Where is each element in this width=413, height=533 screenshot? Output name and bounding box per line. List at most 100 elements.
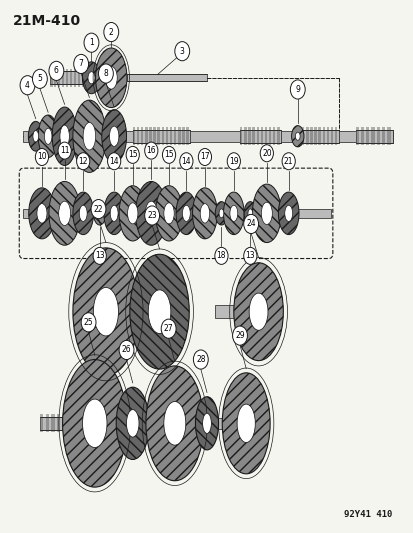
- Bar: [256, 127, 259, 145]
- Text: 19: 19: [228, 157, 238, 166]
- Circle shape: [119, 341, 134, 360]
- Bar: [355, 127, 358, 145]
- Circle shape: [179, 153, 192, 169]
- Bar: [57, 414, 60, 432]
- Ellipse shape: [195, 397, 218, 450]
- Bar: [182, 127, 184, 145]
- Ellipse shape: [284, 205, 292, 221]
- Bar: [309, 127, 312, 145]
- Ellipse shape: [37, 204, 47, 223]
- Bar: [145, 127, 147, 145]
- Circle shape: [91, 199, 106, 219]
- Ellipse shape: [73, 100, 106, 172]
- Bar: [301, 130, 338, 143]
- Circle shape: [162, 147, 175, 164]
- Text: 21M-410: 21M-410: [13, 14, 81, 28]
- Ellipse shape: [79, 205, 87, 221]
- Ellipse shape: [109, 126, 119, 147]
- Ellipse shape: [97, 209, 102, 218]
- Circle shape: [243, 247, 256, 264]
- Ellipse shape: [278, 192, 298, 235]
- Bar: [301, 127, 304, 145]
- Bar: [157, 127, 159, 145]
- Circle shape: [126, 147, 139, 164]
- Text: 4: 4: [25, 80, 30, 90]
- Ellipse shape: [126, 409, 139, 437]
- Bar: [133, 130, 190, 143]
- Ellipse shape: [127, 203, 138, 224]
- Text: 9: 9: [294, 85, 299, 94]
- Circle shape: [193, 350, 208, 369]
- Ellipse shape: [93, 287, 118, 336]
- Circle shape: [35, 149, 48, 165]
- Bar: [365, 127, 368, 145]
- Circle shape: [32, 69, 47, 88]
- Ellipse shape: [223, 192, 244, 235]
- Bar: [268, 127, 271, 145]
- Ellipse shape: [38, 115, 58, 158]
- Bar: [305, 127, 308, 145]
- Bar: [78, 69, 80, 87]
- Circle shape: [74, 54, 88, 74]
- Text: 15: 15: [164, 150, 173, 159]
- Bar: [51, 414, 55, 432]
- Bar: [264, 127, 267, 145]
- Circle shape: [198, 149, 211, 165]
- Bar: [215, 305, 250, 318]
- Ellipse shape: [252, 184, 280, 243]
- Circle shape: [98, 64, 113, 83]
- Ellipse shape: [247, 209, 252, 218]
- Ellipse shape: [95, 48, 127, 108]
- Text: 20: 20: [261, 149, 271, 158]
- Text: 1: 1: [89, 38, 94, 47]
- Bar: [244, 127, 246, 145]
- Circle shape: [260, 145, 273, 162]
- Circle shape: [76, 153, 90, 169]
- Ellipse shape: [192, 188, 217, 239]
- Ellipse shape: [59, 201, 71, 225]
- Text: 13: 13: [245, 252, 254, 260]
- Circle shape: [58, 142, 71, 159]
- Ellipse shape: [135, 181, 166, 245]
- Ellipse shape: [93, 201, 106, 225]
- Text: 92Y41 410: 92Y41 410: [344, 510, 392, 519]
- Ellipse shape: [148, 290, 171, 334]
- Circle shape: [161, 319, 176, 338]
- Text: 3: 3: [179, 47, 184, 55]
- Bar: [186, 127, 188, 145]
- Bar: [68, 414, 72, 432]
- Bar: [169, 127, 172, 145]
- Ellipse shape: [295, 132, 299, 140]
- Bar: [74, 69, 76, 87]
- Bar: [137, 127, 139, 145]
- Bar: [153, 127, 155, 145]
- Ellipse shape: [145, 366, 203, 481]
- Circle shape: [49, 61, 64, 80]
- Bar: [272, 127, 275, 145]
- Bar: [50, 71, 89, 84]
- Bar: [23, 131, 392, 142]
- Ellipse shape: [102, 110, 126, 163]
- Ellipse shape: [49, 181, 80, 245]
- Text: 14: 14: [181, 157, 191, 166]
- Ellipse shape: [52, 107, 77, 165]
- Ellipse shape: [73, 248, 139, 375]
- Bar: [149, 127, 151, 145]
- Circle shape: [281, 153, 294, 169]
- Ellipse shape: [155, 185, 182, 241]
- Circle shape: [93, 247, 106, 264]
- Ellipse shape: [62, 360, 127, 487]
- Circle shape: [145, 142, 157, 159]
- Bar: [141, 127, 143, 145]
- Bar: [213, 418, 237, 429]
- Bar: [62, 69, 64, 87]
- Bar: [63, 414, 66, 432]
- Bar: [248, 127, 250, 145]
- Text: 16: 16: [146, 146, 156, 155]
- Ellipse shape: [249, 293, 267, 330]
- Bar: [40, 414, 43, 432]
- Ellipse shape: [28, 188, 55, 239]
- Bar: [133, 127, 135, 145]
- Bar: [387, 127, 389, 145]
- Text: 13: 13: [95, 252, 104, 260]
